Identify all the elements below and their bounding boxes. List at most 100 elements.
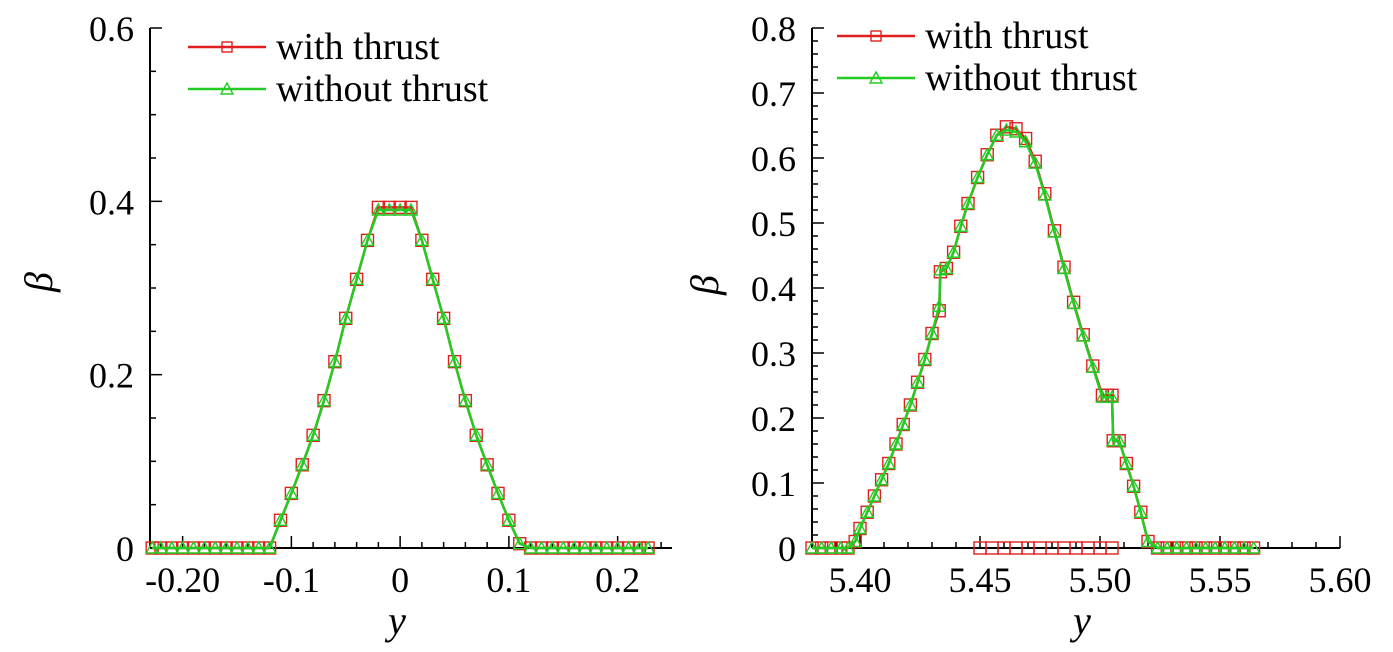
data-point-triangle (640, 540, 656, 554)
data-point-triangle (316, 393, 332, 407)
data-point-triangle (1112, 433, 1127, 447)
data-point-triangle (840, 540, 856, 554)
data-point-triangle (1126, 478, 1141, 492)
data-point-triangle (545, 540, 560, 554)
data-point-triangle (534, 540, 549, 554)
data-point-triangle (469, 427, 484, 442)
data-point-triangle (610, 540, 625, 554)
series-line-without-thrust (152, 208, 649, 550)
x-tick-label: 5.50 (1069, 560, 1132, 600)
x-tick-label: 5.45 (949, 560, 1012, 600)
data-point-triangle (1066, 296, 1081, 310)
data-point-triangle (946, 244, 961, 258)
x-tick-label: 5.60 (1309, 560, 1372, 600)
data-point-triangle (153, 540, 169, 554)
data-point-triangle (1198, 540, 1213, 554)
data-point-triangle (848, 534, 863, 548)
data-point-square (382, 200, 396, 215)
y-tick-label: 0.2 (89, 356, 134, 396)
data-point-triangle (1246, 540, 1261, 554)
y-axis-title: β (682, 275, 727, 296)
y-tick-label: 0.6 (751, 139, 796, 179)
data-point-triangle (588, 540, 604, 554)
data-point-triangle (632, 540, 647, 554)
legend-label: without thrust (276, 68, 489, 110)
data-point-triangle (980, 147, 995, 161)
data-point-triangle (240, 540, 256, 554)
y-tick-label: 0 (778, 529, 796, 569)
data-point-triangle (939, 261, 954, 275)
data-point-triangle (932, 298, 947, 312)
data-point-triangle (1104, 389, 1120, 403)
data-point-triangle (1133, 504, 1148, 518)
data-point-triangle (490, 485, 506, 500)
data-point-triangle (186, 540, 201, 554)
y-axis-title: β (16, 272, 61, 293)
data-point-triangle (349, 271, 364, 286)
y-tick-label: 0 (116, 529, 134, 569)
data-point-triangle (1236, 540, 1252, 554)
data-point-triangle (1169, 540, 1184, 554)
y-tick-label: 0.4 (89, 182, 134, 222)
data-point-triangle (566, 540, 582, 554)
y-tick-label: 0.2 (751, 399, 796, 439)
data-point-square (999, 120, 1014, 134)
data-point-triangle (867, 488, 882, 502)
data-point-triangle (144, 540, 160, 554)
data-point-triangle (824, 540, 839, 554)
data-point-square (1009, 122, 1023, 136)
data-point-triangle (1119, 456, 1134, 470)
x-tick-label: -0.20 (145, 560, 220, 600)
x-tick-label: -0.1 (263, 560, 320, 600)
data-point-triangle (479, 457, 495, 471)
data-point-triangle (1208, 540, 1223, 554)
data-point-triangle (284, 485, 299, 500)
y-tick-label: 0.1 (751, 464, 796, 504)
legend-marker-triangle (868, 70, 884, 84)
y-tick-label: 0.7 (751, 74, 796, 114)
data-point-triangle (960, 196, 976, 210)
data-point-triangle (436, 310, 451, 325)
data-point-triangle (1037, 187, 1052, 201)
data-point-triangle (229, 540, 245, 554)
data-point-triangle (910, 374, 925, 388)
data-point-triangle (447, 354, 462, 368)
data-point-triangle (371, 202, 386, 216)
data-point-triangle (1056, 261, 1072, 275)
data-point-triangle (164, 540, 179, 554)
legend-label: without thrust (925, 57, 1138, 99)
data-point-triangle (903, 397, 918, 411)
series-line-with-thrust (152, 206, 649, 550)
data-point-triangle (599, 540, 614, 554)
data-point-triangle (414, 232, 430, 247)
data-point-triangle (501, 512, 517, 526)
x-tick-label: 5.55 (1189, 560, 1252, 600)
data-point-triangle (327, 354, 343, 368)
data-point-triangle (896, 417, 911, 431)
x-tick-label: 5.40 (829, 560, 892, 600)
data-point-triangle (403, 202, 419, 216)
x-axis-title: y (384, 598, 406, 643)
legend-label: with thrust (276, 26, 440, 68)
data-point-triangle (273, 512, 288, 526)
data-point-triangle (1179, 540, 1194, 554)
data-point-triangle (556, 540, 571, 554)
data-point-triangle (1227, 540, 1242, 554)
data-point-triangle (1150, 540, 1165, 554)
data-point-triangle (523, 540, 538, 554)
data-point-triangle (917, 352, 932, 366)
data-point-triangle (874, 472, 889, 486)
data-point-triangle (1028, 155, 1043, 169)
y-tick-label: 0.6 (89, 9, 134, 49)
x-tick-label: 0 (391, 560, 409, 600)
data-point-triangle (1085, 359, 1100, 373)
x-axis-title: y (1069, 598, 1091, 643)
legend-marker-triangle (219, 81, 235, 95)
y-tick-label: 0.4 (751, 269, 796, 309)
data-point-triangle (881, 456, 896, 470)
left-chart: -0.20 -0.1 0 0.1 0.2 0 0.2 0.4 0.6 y β with thrustw… (16, 9, 672, 643)
data-point-triangle (577, 540, 593, 554)
data-point-triangle (175, 540, 190, 554)
data-point-triangle (1188, 540, 1204, 554)
data-point-triangle (953, 218, 968, 232)
